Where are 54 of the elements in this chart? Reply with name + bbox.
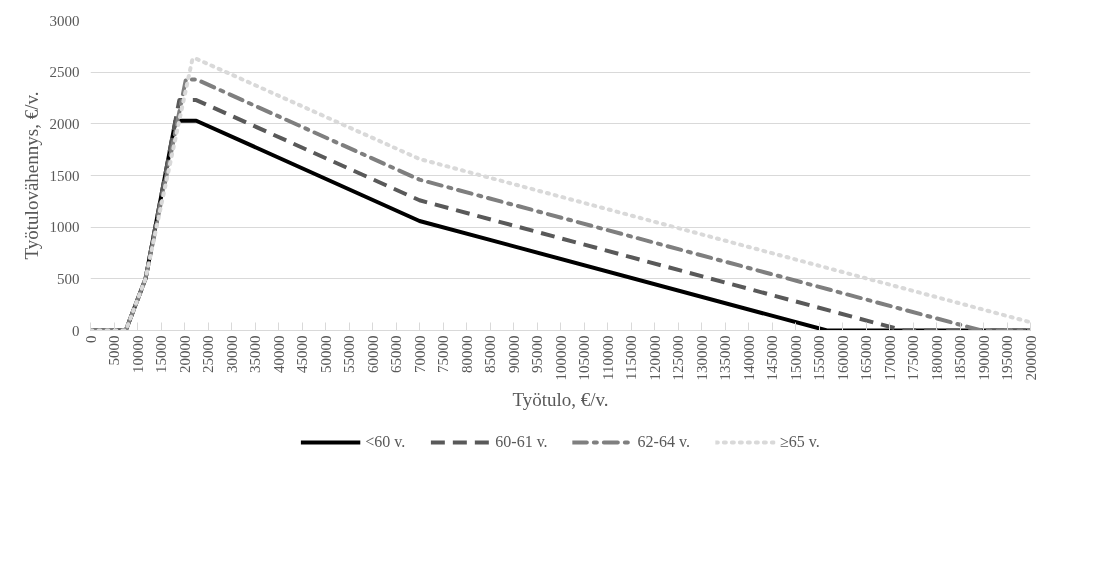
x-tick-label: 20000 xyxy=(176,335,193,373)
x-tick-label: 125000 xyxy=(670,335,686,381)
x-tick-label: 130000 xyxy=(693,335,710,381)
x-tick-label: 120000 xyxy=(646,335,663,381)
y-axis-title: Työtulovähennys, €/v. xyxy=(20,91,42,260)
x-tick-label: 25000 xyxy=(200,335,216,373)
x-tick-label: 100000 xyxy=(552,335,569,381)
x-tick-label: 180000 xyxy=(928,335,945,381)
x-tick-label: 5000 xyxy=(106,335,122,366)
x-tick-label: 195000 xyxy=(999,335,1015,381)
x-tick-label: 95000 xyxy=(529,335,545,373)
x-tick-label: 190000 xyxy=(975,335,992,381)
y-tick-label: 1000 xyxy=(49,219,80,236)
x-tick-label: 85000 xyxy=(482,335,498,373)
y-tick-label: 1500 xyxy=(49,167,80,184)
x-tick-label: 170000 xyxy=(881,335,898,381)
x-tick-label: 30000 xyxy=(223,335,240,373)
legend-label: 60-61 v. xyxy=(495,433,548,451)
x-tick-label: 40000 xyxy=(270,335,287,373)
x-tick-label: 65000 xyxy=(388,335,404,373)
y-tick-label: 0 xyxy=(72,322,80,339)
x-tick-label: 155000 xyxy=(811,335,827,381)
x-tick-label: 110000 xyxy=(599,335,616,380)
x-axis-title: Työtulo, €/v. xyxy=(512,388,609,410)
y-tick-label: 2000 xyxy=(49,115,80,132)
x-tick-label: 150000 xyxy=(787,335,804,381)
x-tick-label: 0 xyxy=(82,335,99,343)
x-tick-label: 75000 xyxy=(435,335,451,373)
x-tick-label: 90000 xyxy=(505,335,522,373)
x-tick-label: 15000 xyxy=(153,335,169,373)
legend-label: <60 v. xyxy=(365,433,406,451)
x-tick-label: 80000 xyxy=(458,335,475,373)
x-tick-label: 135000 xyxy=(717,335,733,381)
x-tick-label: 175000 xyxy=(905,335,921,381)
x-tick-label: 140000 xyxy=(740,335,757,381)
x-tick-label: 55000 xyxy=(341,335,357,373)
x-tick-label: 60000 xyxy=(364,335,381,373)
x-tick-label: 105000 xyxy=(576,335,592,381)
x-tick-label: 35000 xyxy=(247,335,263,373)
x-tick-label: 10000 xyxy=(129,335,146,373)
legend-label: 62-64 v. xyxy=(637,433,690,451)
x-tick-label: 160000 xyxy=(834,335,851,381)
x-tick-label: 45000 xyxy=(294,335,310,373)
x-tick-label: 70000 xyxy=(411,335,428,373)
x-tick-label: 145000 xyxy=(764,335,780,381)
x-tick-label: 185000 xyxy=(952,335,968,381)
y-tick-label: 3000 xyxy=(49,12,80,29)
x-tick-label: 50000 xyxy=(317,335,334,373)
x-tick-label: 115000 xyxy=(623,335,639,380)
y-tick-label: 500 xyxy=(57,270,80,287)
legend-label: ≥65 v. xyxy=(779,433,820,451)
x-tick-label: 200000 xyxy=(1022,335,1039,381)
x-tick-label: 165000 xyxy=(858,335,874,381)
y-tick-label: 2500 xyxy=(49,64,80,81)
